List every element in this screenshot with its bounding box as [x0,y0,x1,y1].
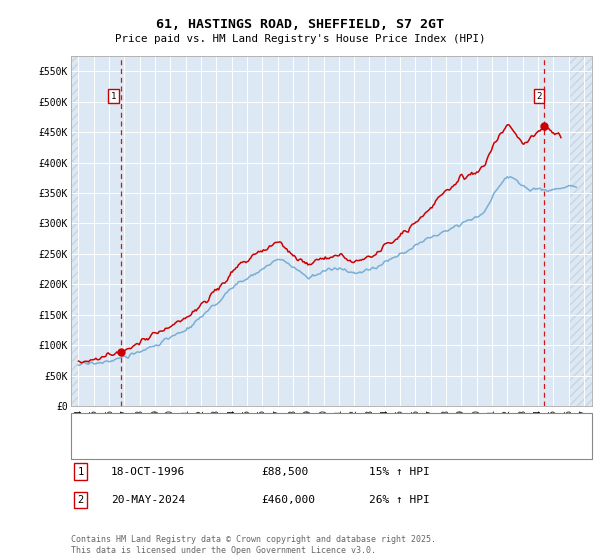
Text: 1: 1 [111,92,116,101]
Text: 18-OCT-1996: 18-OCT-1996 [111,466,185,477]
Text: HPI: Average price, detached house, Sheffield: HPI: Average price, detached house, Shef… [113,438,377,449]
Text: £460,000: £460,000 [261,495,315,505]
Text: 26% ↑ HPI: 26% ↑ HPI [369,495,430,505]
Text: 2: 2 [77,495,83,505]
Text: Contains HM Land Registry data © Crown copyright and database right 2025.
This d: Contains HM Land Registry data © Crown c… [71,535,436,555]
Text: 2: 2 [536,92,542,101]
Bar [71,56,79,406]
Text: 61, HASTINGS ROAD, SHEFFIELD, S7 2GT (detached house): 61, HASTINGS ROAD, SHEFFIELD, S7 2GT (de… [113,420,424,430]
Text: 15% ↑ HPI: 15% ↑ HPI [369,466,430,477]
Text: 20-MAY-2024: 20-MAY-2024 [111,495,185,505]
Text: 61, HASTINGS ROAD, SHEFFIELD, S7 2GT: 61, HASTINGS ROAD, SHEFFIELD, S7 2GT [156,18,444,31]
Bar [569,56,592,406]
Text: £88,500: £88,500 [261,466,308,477]
Text: 1: 1 [77,466,83,477]
Text: Price paid vs. HM Land Registry's House Price Index (HPI): Price paid vs. HM Land Registry's House … [115,34,485,44]
